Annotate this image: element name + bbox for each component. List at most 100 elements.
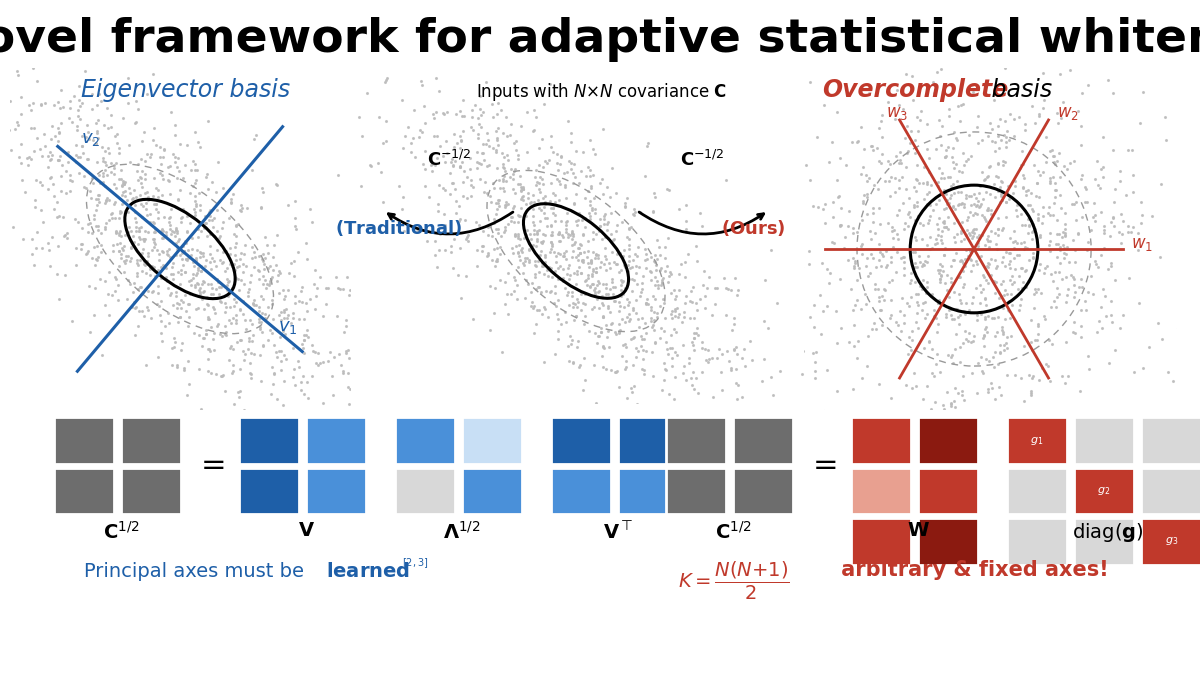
Point	[10, 152, 29, 163]
Point	[0, 130, 17, 141]
Point	[509, 211, 528, 222]
Point	[862, 234, 881, 244]
Point	[490, 175, 509, 186]
Point	[161, 290, 180, 301]
Point	[804, 321, 823, 332]
Point	[1087, 155, 1106, 166]
Point	[271, 345, 290, 356]
Point	[162, 287, 181, 298]
Point	[1050, 148, 1069, 159]
Point	[565, 199, 584, 210]
Point	[930, 366, 949, 377]
Point	[985, 393, 1004, 404]
Point	[491, 230, 510, 241]
Point	[1055, 208, 1074, 219]
Point	[132, 198, 151, 209]
Point	[462, 190, 481, 201]
Point	[929, 114, 948, 125]
Point	[872, 110, 892, 121]
Point	[134, 259, 154, 270]
Point	[1012, 439, 1031, 450]
Point	[83, 135, 102, 146]
Point	[23, 62, 42, 73]
Point	[1040, 178, 1060, 189]
Point	[505, 62, 524, 73]
Text: $\mathit{w}_3$: $\mathit{w}_3$	[887, 104, 908, 123]
Point	[132, 165, 151, 176]
Point	[508, 280, 527, 291]
Point	[469, 118, 488, 129]
Point	[48, 240, 67, 251]
Point	[413, 158, 432, 169]
Point	[1015, 265, 1034, 276]
Point	[1040, 172, 1060, 183]
Point	[577, 279, 596, 290]
Point	[230, 385, 250, 396]
Point	[928, 349, 947, 360]
Point	[370, 112, 389, 123]
Point	[1030, 258, 1049, 269]
Point	[586, 286, 605, 297]
Point	[856, 298, 875, 309]
Point	[78, 246, 97, 257]
Point	[635, 334, 654, 345]
Point	[512, 183, 532, 193]
Point	[523, 204, 542, 215]
Point	[994, 303, 1013, 314]
Point	[245, 252, 264, 263]
Point	[226, 309, 245, 320]
Point	[922, 180, 941, 191]
Point	[581, 281, 600, 291]
Point	[535, 196, 554, 207]
Point	[238, 287, 257, 298]
Point	[790, 251, 809, 262]
Point	[991, 197, 1010, 208]
Point	[514, 190, 533, 201]
Point	[38, 161, 58, 172]
Point	[187, 200, 206, 211]
Point	[970, 202, 989, 213]
Point	[307, 431, 326, 442]
Point	[982, 253, 1001, 264]
Point	[1030, 191, 1049, 202]
Point	[745, 422, 764, 433]
Point	[148, 264, 167, 275]
Point	[972, 251, 991, 262]
Point	[202, 279, 221, 289]
Point	[271, 306, 290, 317]
Point	[505, 230, 524, 241]
Text: $\mathit{v}_1$: $\mathit{v}_1$	[278, 318, 298, 336]
Point	[966, 224, 985, 235]
Point	[614, 260, 634, 271]
Point	[234, 355, 253, 366]
Point	[1004, 253, 1024, 264]
Point	[1103, 144, 1122, 155]
Point	[250, 317, 269, 328]
Point	[665, 323, 684, 334]
Point	[1025, 159, 1044, 170]
Point	[425, 159, 444, 170]
Point	[298, 325, 317, 336]
Point	[377, 394, 396, 405]
Point	[653, 274, 672, 285]
Point	[144, 218, 163, 229]
Point	[131, 281, 150, 292]
Point	[628, 399, 647, 410]
Point	[20, 99, 40, 110]
Point	[319, 355, 338, 366]
Point	[1087, 327, 1106, 338]
Point	[977, 187, 996, 197]
Point	[854, 189, 874, 200]
Point	[1003, 187, 1022, 198]
Point	[907, 308, 926, 319]
Point	[275, 306, 294, 317]
Point	[918, 199, 937, 210]
Point	[91, 240, 110, 251]
Point	[472, 240, 491, 251]
Point	[1006, 369, 1025, 380]
Point	[712, 366, 731, 377]
Point	[778, 429, 797, 440]
Point	[728, 415, 748, 426]
Point	[119, 221, 138, 232]
Point	[886, 151, 905, 161]
